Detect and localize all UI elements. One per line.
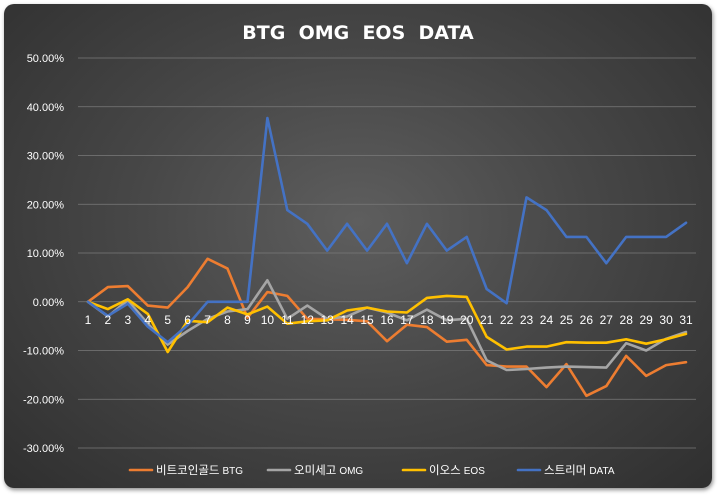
x-tick-label: 11	[281, 313, 294, 327]
legend-label: 비트코인골드	[156, 463, 219, 477]
x-tick-label: 28	[620, 313, 634, 327]
legend-label-code: DATA	[589, 466, 615, 477]
x-tick-label: 7	[204, 313, 211, 327]
x-tick-label: 30	[659, 313, 673, 327]
x-tick-label: 1	[85, 313, 92, 327]
x-tick-label: 6	[184, 313, 191, 327]
legend-item-eos: 이오스 EOS	[401, 463, 485, 477]
x-tick-label: 4	[144, 313, 151, 327]
legend-label-code: OMG	[339, 466, 363, 477]
chart-title: BTG OMG EOS DATA	[242, 22, 474, 44]
legend: 비트코인골드 BTG 오미세고 OMG 이오스 EOS 스트리머 DATA	[128, 463, 615, 477]
legend-label: 오미세고	[294, 463, 336, 477]
x-tick-label: 3	[124, 313, 131, 327]
x-tick-label: 20	[460, 313, 474, 327]
x-tick-label: 15	[360, 313, 374, 327]
x-tick-label: 26	[580, 313, 594, 327]
y-tick-label: 30.00%	[27, 151, 65, 163]
x-tick-label: 23	[520, 313, 534, 327]
x-tick-label: 21	[480, 313, 494, 327]
series-line-data	[86, 116, 688, 344]
y-tick-label: 20.00%	[27, 199, 65, 211]
x-tick-label: 13	[321, 313, 335, 327]
x-tick-label: 8	[224, 313, 231, 327]
x-tick-label: 31	[679, 313, 693, 327]
y-tick-label: -10.00%	[23, 346, 64, 358]
legend-label: 이오스	[429, 463, 461, 477]
series-line-eos	[86, 294, 688, 354]
series-line-btg	[86, 257, 688, 398]
x-tick-label: 22	[500, 313, 514, 327]
x-axis-ticks: 1 2 3 4 5 6 7 8 9 10 11 12 13 14 15 16 17 18 19 20 21 22 23 24 2…	[85, 313, 693, 327]
x-tick-label: 25	[560, 313, 574, 327]
x-tick-label: 14	[340, 313, 354, 327]
y-tick-label: 50.00%	[27, 53, 65, 65]
legend-item-omg: 오미세고 OMG	[266, 463, 363, 477]
x-tick-label: 9	[244, 313, 251, 327]
legend-label: 스트리머	[544, 463, 586, 477]
y-axis-ticks: 50.00% 40.00% 30.00% 20.00% 10.00% 0.00% -10.0…	[23, 53, 64, 455]
x-tick-label: 2	[105, 313, 112, 327]
y-tick-label: 0.00%	[33, 297, 64, 309]
x-tick-label: 17	[400, 313, 414, 327]
x-tick-label: 27	[600, 313, 614, 327]
y-tick-label: -20.00%	[23, 394, 64, 406]
legend-label-code: BTG	[222, 466, 243, 477]
legend-label-code: EOS	[464, 466, 485, 477]
x-tick-label: 19	[440, 313, 454, 327]
x-tick-label: 10	[261, 313, 275, 327]
y-tick-label: 40.00%	[27, 102, 65, 114]
line-chart: BTG OMG EOS DATA 50.00%40.00%30.00%20.00…	[23, 22, 696, 477]
y-tick-label: -30.00%	[23, 443, 64, 455]
x-tick-label: 5	[164, 313, 171, 327]
x-tick-label: 24	[540, 313, 554, 327]
y-tick-label: 10.00%	[27, 248, 65, 260]
x-tick-label: 18	[420, 313, 434, 327]
x-tick-label: 29	[639, 313, 653, 327]
legend-item-data: 스트리머 DATA	[516, 463, 615, 477]
x-tick-label: 16	[380, 313, 394, 327]
gridlines	[78, 57, 696, 449]
legend-item-btg: 비트코인골드 BTG	[128, 463, 243, 477]
chart-frame: BTG OMG EOS DATA 50.00% 40.00% 30.00% 20.00…	[4, 4, 712, 488]
series-lines	[86, 116, 688, 398]
x-tick-label: 12	[301, 313, 315, 327]
